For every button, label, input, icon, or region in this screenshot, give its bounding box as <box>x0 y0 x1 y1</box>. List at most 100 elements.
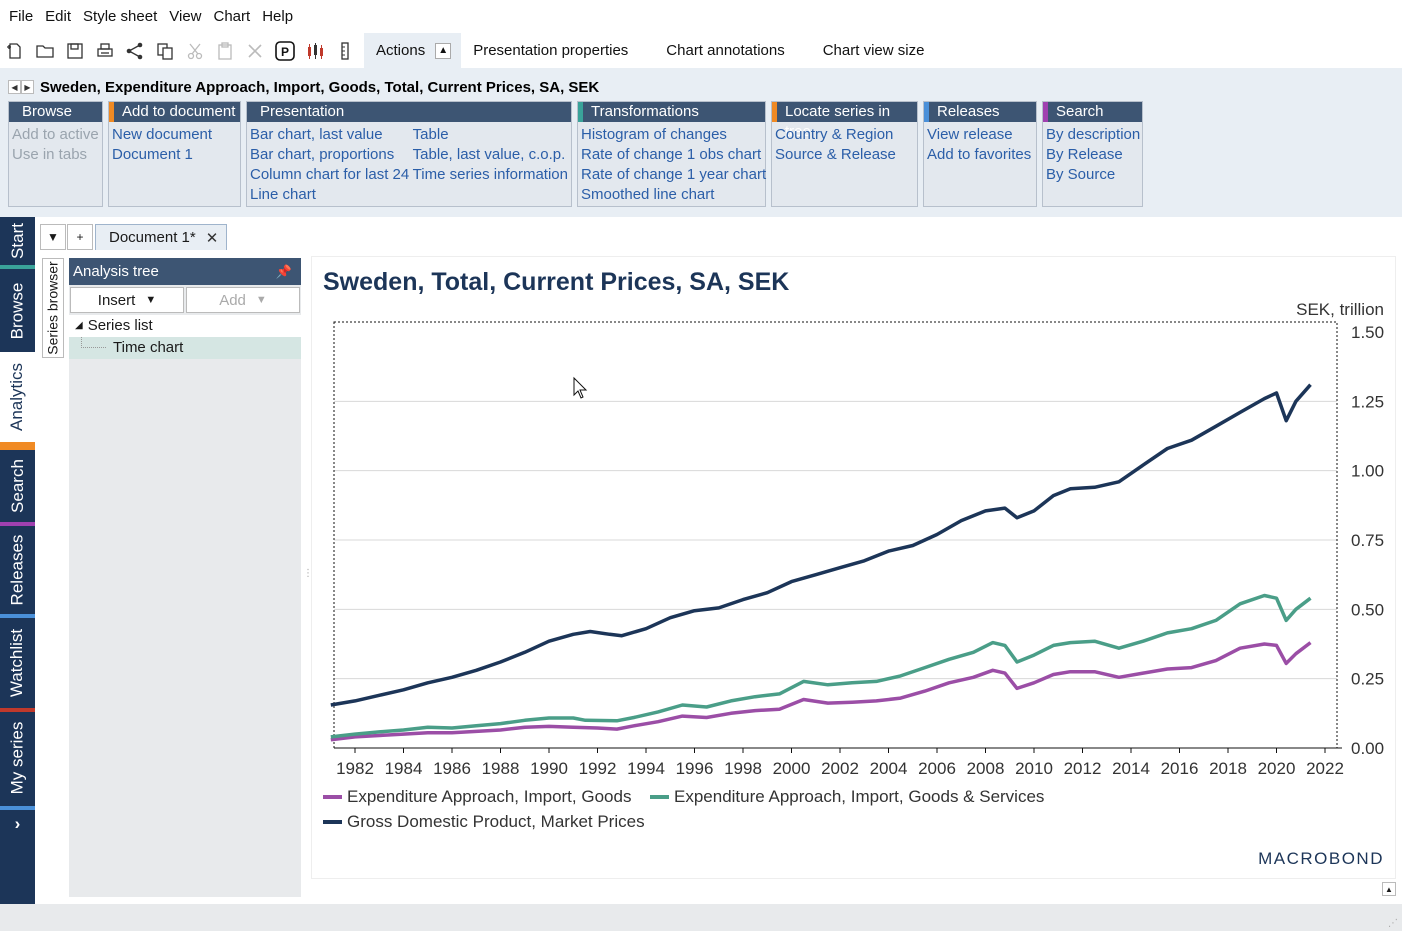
scroll-up-icon[interactable]: ▲ <box>1382 882 1396 896</box>
series-line-3[interactable] <box>330 383 1312 707</box>
legend-label[interactable]: Gross Domestic Product, Market Prices <box>347 812 645 831</box>
tab-document-1[interactable]: Document 1* ✕ <box>95 224 228 250</box>
menu-edit[interactable]: Edit <box>45 8 72 25</box>
group-browse: Browse Add to active Use in tabs <box>8 101 103 207</box>
side-nav-my-series[interactable]: My series <box>0 712 35 804</box>
menu-file[interactable]: File <box>9 8 34 25</box>
bar-chart-last-value-link[interactable]: Bar chart, last value <box>250 126 383 143</box>
resize-grip-icon[interactable]: ⋰ <box>1388 918 1398 929</box>
chart-title: Sweden, Total, Current Prices, SA, SEK <box>323 268 789 296</box>
side-nav-browse[interactable]: Browse <box>0 273 35 348</box>
side-nav-expand-icon[interactable]: › <box>14 814 21 833</box>
paste-icon[interactable] <box>210 36 240 66</box>
tab-chart-annotations[interactable]: Chart annotations <box>666 42 785 59</box>
side-nav-releases[interactable]: Releases <box>0 526 35 614</box>
new-document-link[interactable]: New document <box>112 126 213 143</box>
tab-chart-view-size[interactable]: Chart view size <box>822 42 925 59</box>
legend-swatch <box>323 820 342 824</box>
group-browse-title: Browse <box>9 102 102 122</box>
legend-label[interactable]: Expenditure Approach, Import, Goods <box>347 787 631 806</box>
x-tick-label: 2012 <box>1064 759 1102 778</box>
prev-series-icon[interactable]: ◀ <box>8 80 21 94</box>
plot-area-selection[interactable] <box>333 321 1338 749</box>
side-nav-browse-label: Browse <box>7 282 27 339</box>
side-nav-divider <box>0 614 35 618</box>
column-chart-last-24-link[interactable]: Column chart for last 24 <box>250 166 410 183</box>
splitter-handle[interactable]: ⋮ <box>303 568 313 579</box>
menu-help[interactable]: Help <box>262 8 294 25</box>
x-tick-label: 1990 <box>530 759 568 778</box>
collapse-ribbon-icon[interactable]: ▲ <box>435 42 452 59</box>
bar-chart-proportions-link[interactable]: Bar chart, proportions <box>250 146 395 163</box>
side-nav-search[interactable]: Search <box>0 450 35 522</box>
copy-icon[interactable] <box>150 36 180 66</box>
presentation-icon[interactable]: P <box>270 36 300 66</box>
add-to-active-link[interactable]: Add to active <box>12 126 99 143</box>
side-nav-analytics[interactable]: Analytics <box>0 352 35 442</box>
rate-of-change-1-year-link[interactable]: Rate of change 1 year chart <box>581 166 767 183</box>
tree-item-time-chart[interactable]: Time chart <box>69 337 301 359</box>
country-region-link[interactable]: Country & Region <box>775 126 894 143</box>
tab-list-dropdown-icon[interactable]: ▼ <box>40 224 66 250</box>
side-nav-start[interactable]: Start <box>0 217 35 265</box>
side-nav-watchlist[interactable]: Watchlist <box>0 618 35 708</box>
group-search: Search By description By Release By Sour… <box>1042 101 1143 207</box>
by-release-link[interactable]: By Release <box>1046 146 1123 163</box>
side-nav: Start Browse Analytics Search Releases W… <box>0 217 35 904</box>
tree-list: ◢ Series list Time chart <box>69 315 301 359</box>
document-1-link[interactable]: Document 1 <box>112 146 193 163</box>
table-link[interactable]: Table <box>412 126 449 143</box>
close-tab-icon[interactable]: ✕ <box>205 229 219 247</box>
new-tab-icon[interactable]: + <box>67 224 93 250</box>
candlestick-icon[interactable] <box>300 36 330 66</box>
cut-icon[interactable] <box>180 36 210 66</box>
collapse-triangle-icon[interactable]: ◢ <box>75 320 83 331</box>
svg-text:P: P <box>281 45 289 59</box>
add-to-favorites-link[interactable]: Add to favorites <box>927 146 1032 163</box>
side-nav-divider <box>0 708 35 712</box>
series-line-1[interactable] <box>330 641 1312 742</box>
legend-label[interactable]: Expenditure Approach, Import, Goods & Se… <box>674 787 1044 806</box>
view-release-link[interactable]: View release <box>927 126 1013 143</box>
menu-chart[interactable]: Chart <box>213 8 251 25</box>
series-line-2[interactable] <box>330 593 1312 739</box>
side-nav-divider <box>0 265 35 269</box>
series-title-bar: ◀ ▶ Sweden, Expenditure Approach, Import… <box>8 77 599 97</box>
tab-actions[interactable]: Actions ▲ <box>364 33 462 68</box>
x-tick-label: 1998 <box>724 759 762 778</box>
side-nav-analytics-label: Analytics <box>7 362 27 432</box>
ruler-icon[interactable] <box>330 36 360 66</box>
group-locate-series-title: Locate series in tree <box>772 102 917 140</box>
group-releases-title: Releases <box>924 102 1036 122</box>
series-browser-tab[interactable]: Series browser <box>42 258 64 358</box>
by-source-link[interactable]: By Source <box>1046 166 1116 183</box>
table-last-value-link[interactable]: Table, last value, c.o.p. <box>412 146 566 163</box>
rate-of-change-1-obs-link[interactable]: Rate of change 1 obs chart <box>581 146 762 163</box>
pin-icon[interactable]: 📌 <box>275 264 292 279</box>
next-series-icon[interactable]: ▶ <box>21 80 34 94</box>
time-series-information-link[interactable]: Time series information <box>412 166 568 183</box>
histogram-of-changes-link[interactable]: Histogram of changes <box>581 126 727 143</box>
print-icon[interactable] <box>90 36 120 66</box>
open-icon[interactable] <box>30 36 60 66</box>
by-description-link[interactable]: By description <box>1046 126 1141 143</box>
menu-style-sheet[interactable]: Style sheet <box>83 8 158 25</box>
side-nav-divider <box>0 522 35 526</box>
new-document-icon[interactable] <box>0 36 30 66</box>
document-tabs: ▼ + Document 1* ✕ <box>40 224 228 250</box>
delete-icon[interactable] <box>240 36 270 66</box>
share-icon[interactable] <box>120 36 150 66</box>
source-release-link[interactable]: Source & Release <box>775 146 896 163</box>
insert-button[interactable]: Insert ▼ <box>70 287 184 313</box>
tree-item-series-list[interactable]: ◢ Series list <box>69 315 301 337</box>
save-icon[interactable] <box>60 36 90 66</box>
smoothed-line-chart-link[interactable]: Smoothed line chart <box>581 186 715 203</box>
chart-svg: Sweden, Total, Current Prices, SA, SEK S… <box>323 268 1384 868</box>
use-in-tabs-link[interactable]: Use in tabs <box>12 146 88 163</box>
tab-presentation-properties[interactable]: Presentation properties <box>473 42 629 59</box>
line-chart-link[interactable]: Line chart <box>250 186 316 203</box>
menu-view[interactable]: View <box>169 8 202 25</box>
add-button[interactable]: Add ▼ <box>186 287 300 313</box>
actions-ribbon: ◀ ▶ Sweden, Expenditure Approach, Import… <box>0 68 1402 217</box>
side-nav-my-series-label: My series <box>7 721 27 795</box>
